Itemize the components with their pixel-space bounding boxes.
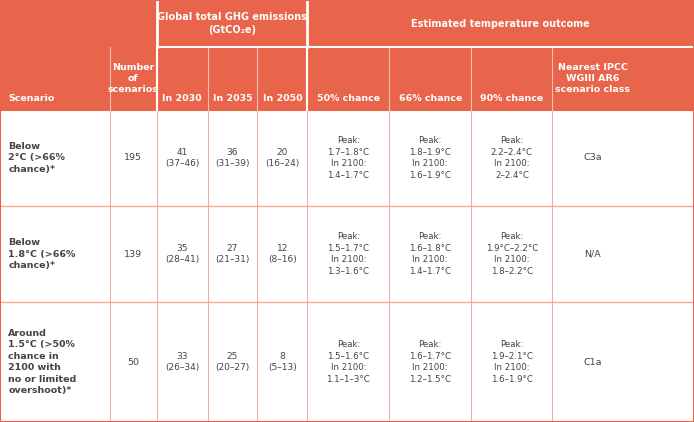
- Text: 35
(28–41): 35 (28–41): [165, 244, 199, 264]
- Text: C3a: C3a: [584, 153, 602, 162]
- Text: Peak:
1.7–1.8°C
In 2100:
1.4–1.7°C: Peak: 1.7–1.8°C In 2100: 1.4–1.7°C: [328, 136, 369, 179]
- Text: 36
(31–39): 36 (31–39): [215, 148, 250, 168]
- Text: In 2030: In 2030: [162, 94, 202, 103]
- Text: Peak:
1.9°C–2.2°C
In 2100:
1.8–2.2°C: Peak: 1.9°C–2.2°C In 2100: 1.8–2.2°C: [486, 233, 538, 276]
- Text: Number
of
scenarios: Number of scenarios: [108, 63, 159, 94]
- Text: Below
2°C (>66%
chance)*: Below 2°C (>66% chance)*: [8, 142, 65, 174]
- Text: 20
(16–24): 20 (16–24): [265, 148, 300, 168]
- Text: Peak:
1.6–1.8°C
In 2100:
1.4–1.7°C: Peak: 1.6–1.8°C In 2100: 1.4–1.7°C: [409, 233, 451, 276]
- Bar: [0, 302, 694, 422]
- Text: 50: 50: [127, 357, 139, 367]
- Text: 33
(26–34): 33 (26–34): [165, 352, 199, 372]
- Bar: [0, 0, 694, 47]
- Text: 41
(37–46): 41 (37–46): [165, 148, 199, 168]
- Text: 8
(5–13): 8 (5–13): [268, 352, 297, 372]
- Text: 195: 195: [124, 153, 142, 162]
- Text: Below
1.8°C (>66%
chance)*: Below 1.8°C (>66% chance)*: [8, 238, 76, 270]
- Text: Peak:
1.8–1.9°C
In 2100:
1.6–1.9°C: Peak: 1.8–1.9°C In 2100: 1.6–1.9°C: [409, 136, 451, 179]
- Bar: [0, 206, 694, 302]
- Text: 66% chance: 66% chance: [398, 94, 462, 103]
- Text: Peak:
1.5–1.7°C
In 2100:
1.3–1.6°C: Peak: 1.5–1.7°C In 2100: 1.3–1.6°C: [328, 233, 369, 276]
- Bar: [0, 47, 694, 110]
- Text: Around
1.5°C (>50%
chance in
2100 with
no or limited
overshoot)*: Around 1.5°C (>50% chance in 2100 with n…: [8, 329, 76, 395]
- Text: Peak:
1.5–1.6°C
In 2100:
1.1–1–3°C: Peak: 1.5–1.6°C In 2100: 1.1–1–3°C: [326, 341, 371, 384]
- Text: In 2050: In 2050: [262, 94, 303, 103]
- Text: Scenario: Scenario: [8, 94, 55, 103]
- Bar: [0, 110, 694, 206]
- Text: Peak:
1.6–1.7°C
In 2100:
1.2–1.5°C: Peak: 1.6–1.7°C In 2100: 1.2–1.5°C: [409, 341, 451, 384]
- Text: 50% chance: 50% chance: [317, 94, 380, 103]
- Text: In 2035: In 2035: [212, 94, 253, 103]
- Text: 27
(21–31): 27 (21–31): [215, 244, 250, 264]
- Text: C1a: C1a: [584, 357, 602, 367]
- Text: 12
(8–16): 12 (8–16): [268, 244, 297, 264]
- Text: 139: 139: [124, 249, 142, 259]
- Text: 90% chance: 90% chance: [480, 94, 543, 103]
- Text: Estimated temperature outcome: Estimated temperature outcome: [412, 19, 590, 29]
- Text: Peak:
2.2–2.4°C
In 2100:
2–2.4°C: Peak: 2.2–2.4°C In 2100: 2–2.4°C: [491, 136, 533, 179]
- Text: 25
(20–27): 25 (20–27): [215, 352, 250, 372]
- Text: N/A: N/A: [584, 249, 601, 259]
- Text: Nearest IPCC
WGIII AR6
scenario class: Nearest IPCC WGIII AR6 scenario class: [555, 63, 630, 94]
- Text: Global total GHG emissions
(GtCO₂e): Global total GHG emissions (GtCO₂e): [158, 12, 307, 35]
- Text: Peak:
1.9–2.1°C
In 2100:
1.6–1.9°C: Peak: 1.9–2.1°C In 2100: 1.6–1.9°C: [491, 341, 533, 384]
